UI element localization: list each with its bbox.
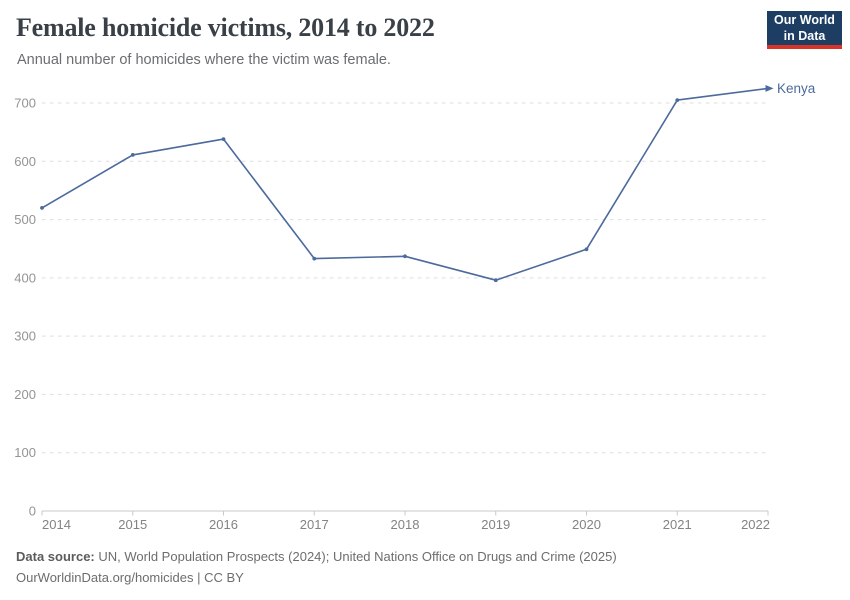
owid-logo-line1: Our World	[774, 12, 835, 27]
y-tick-label: 600	[14, 154, 36, 169]
series-label-kenya[interactable]: Kenya	[777, 81, 816, 96]
owid-logo-line2: in Data	[783, 29, 826, 43]
data-point[interactable]	[584, 247, 589, 252]
chart-subtitle: Annual number of homicides where the vic…	[17, 52, 391, 68]
owid-logo[interactable]: Our World in Data	[767, 11, 842, 49]
line-end-arrow-icon	[765, 85, 774, 92]
x-tick-label: 2014	[42, 517, 71, 532]
y-tick-label: 400	[14, 270, 36, 285]
x-tick-label: 2015	[118, 517, 147, 532]
y-tick-label: 300	[14, 329, 36, 344]
license-line: OurWorldinData.org/homicides | CC BY	[16, 570, 244, 586]
x-tick-label: 2017	[300, 517, 329, 532]
data-point[interactable]	[493, 278, 498, 283]
data-source-text: UN, World Population Prospects (2024); U…	[94, 549, 617, 564]
data-point[interactable]	[312, 256, 317, 261]
y-tick-label: 100	[14, 445, 36, 460]
chart-footer: Data source: UN, World Population Prospe…	[16, 546, 617, 589]
x-tick-label: 2016	[209, 517, 238, 532]
data-point[interactable]	[40, 206, 44, 210]
x-tick-label: 2018	[391, 517, 420, 532]
y-tick-label: 500	[14, 212, 36, 227]
x-tick-label: 2019	[481, 517, 510, 532]
page-title: Female homicide victims, 2014 to 2022	[16, 13, 435, 42]
y-tick-label: 200	[14, 387, 36, 402]
x-tick-label: 2021	[663, 517, 692, 532]
y-tick-label: 0	[29, 504, 36, 519]
data-point[interactable]	[675, 98, 680, 102]
data-point[interactable]	[130, 153, 135, 157]
data-source-label: Data source:	[16, 549, 95, 564]
data-source-line: Data source: UN, World Population Prospe…	[16, 546, 617, 567]
data-point[interactable]	[221, 137, 226, 142]
data-point[interactable]	[403, 254, 407, 259]
x-tick-label: 2022	[741, 517, 770, 532]
y-tick-label: 700	[14, 96, 36, 111]
x-tick-label: 2020	[572, 517, 601, 532]
series-line-kenya[interactable]	[41, 87, 769, 282]
